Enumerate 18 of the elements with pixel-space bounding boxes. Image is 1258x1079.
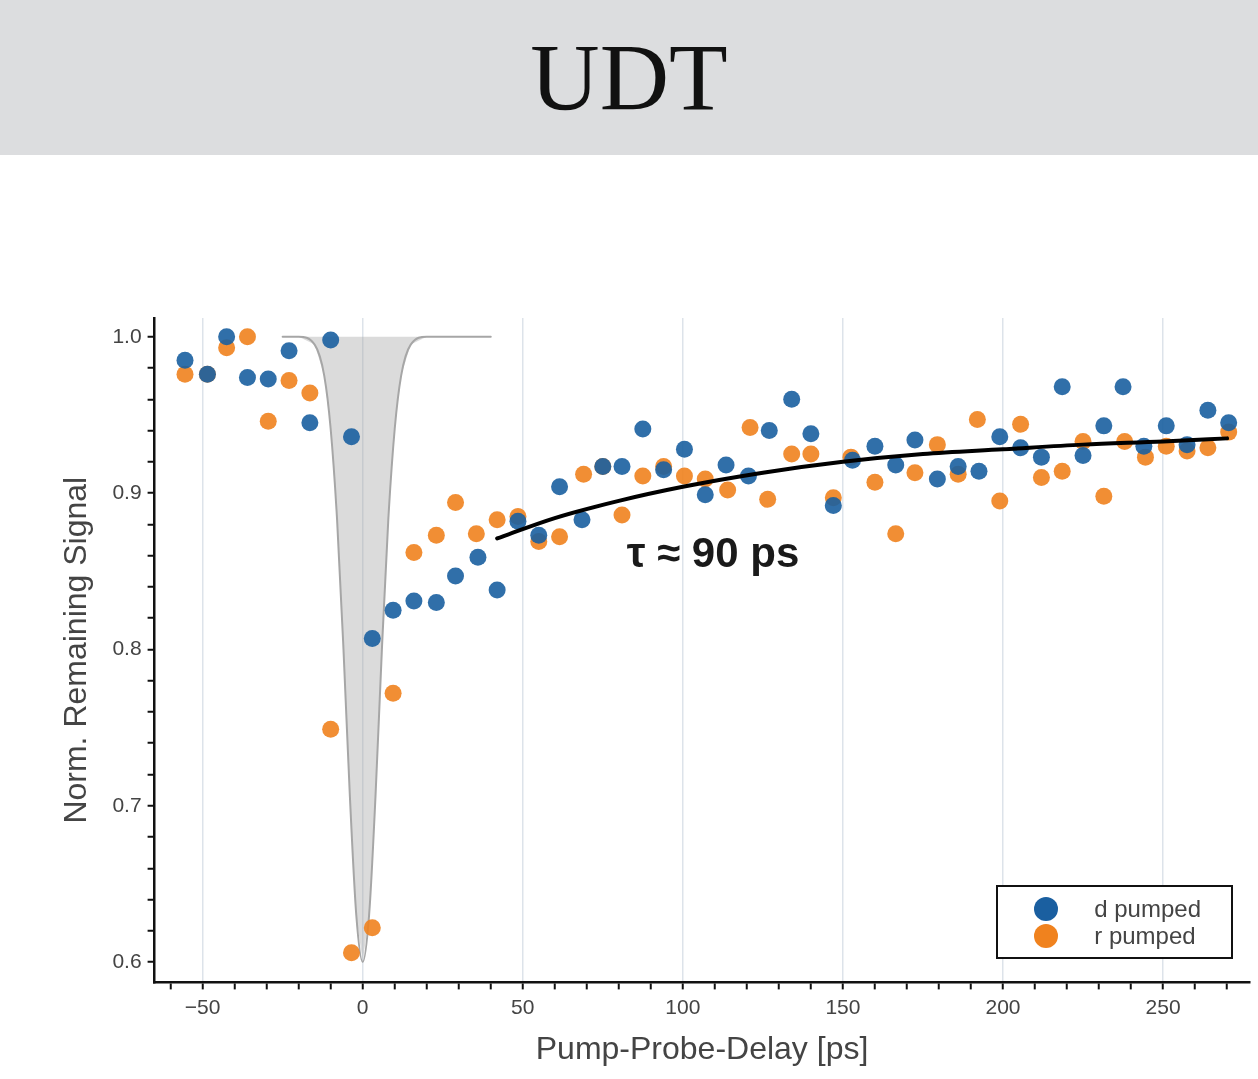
y-tick-label: 0.6	[112, 948, 142, 972]
x-axis-title: Pump-Probe-Delay [ps]	[535, 1029, 869, 1066]
annotation: τ ≈ 90 ps	[626, 528, 800, 576]
legend-label: d pumped	[1094, 895, 1201, 922]
y-tick-label: 0.8	[112, 636, 142, 660]
x-tick-label: 150	[825, 994, 861, 1018]
y-axis-title: Norm. Remaining Signal	[57, 476, 94, 824]
y-tick-label: 1.0	[112, 323, 142, 347]
x-tick-label: 200	[985, 994, 1021, 1018]
x-tick-label: −50	[184, 994, 221, 1018]
x-tick-label: 0	[356, 994, 369, 1018]
x-tick-label: 50	[511, 994, 535, 1018]
legend-label: r pumped	[1094, 922, 1196, 949]
chart-title: UDT	[0, 0, 1258, 155]
x-tick-label: 100	[665, 994, 701, 1018]
x-tick-label: 250	[1145, 994, 1181, 1018]
y-tick-label: 0.9	[112, 479, 142, 503]
y-tick-label: 0.7	[112, 792, 142, 816]
